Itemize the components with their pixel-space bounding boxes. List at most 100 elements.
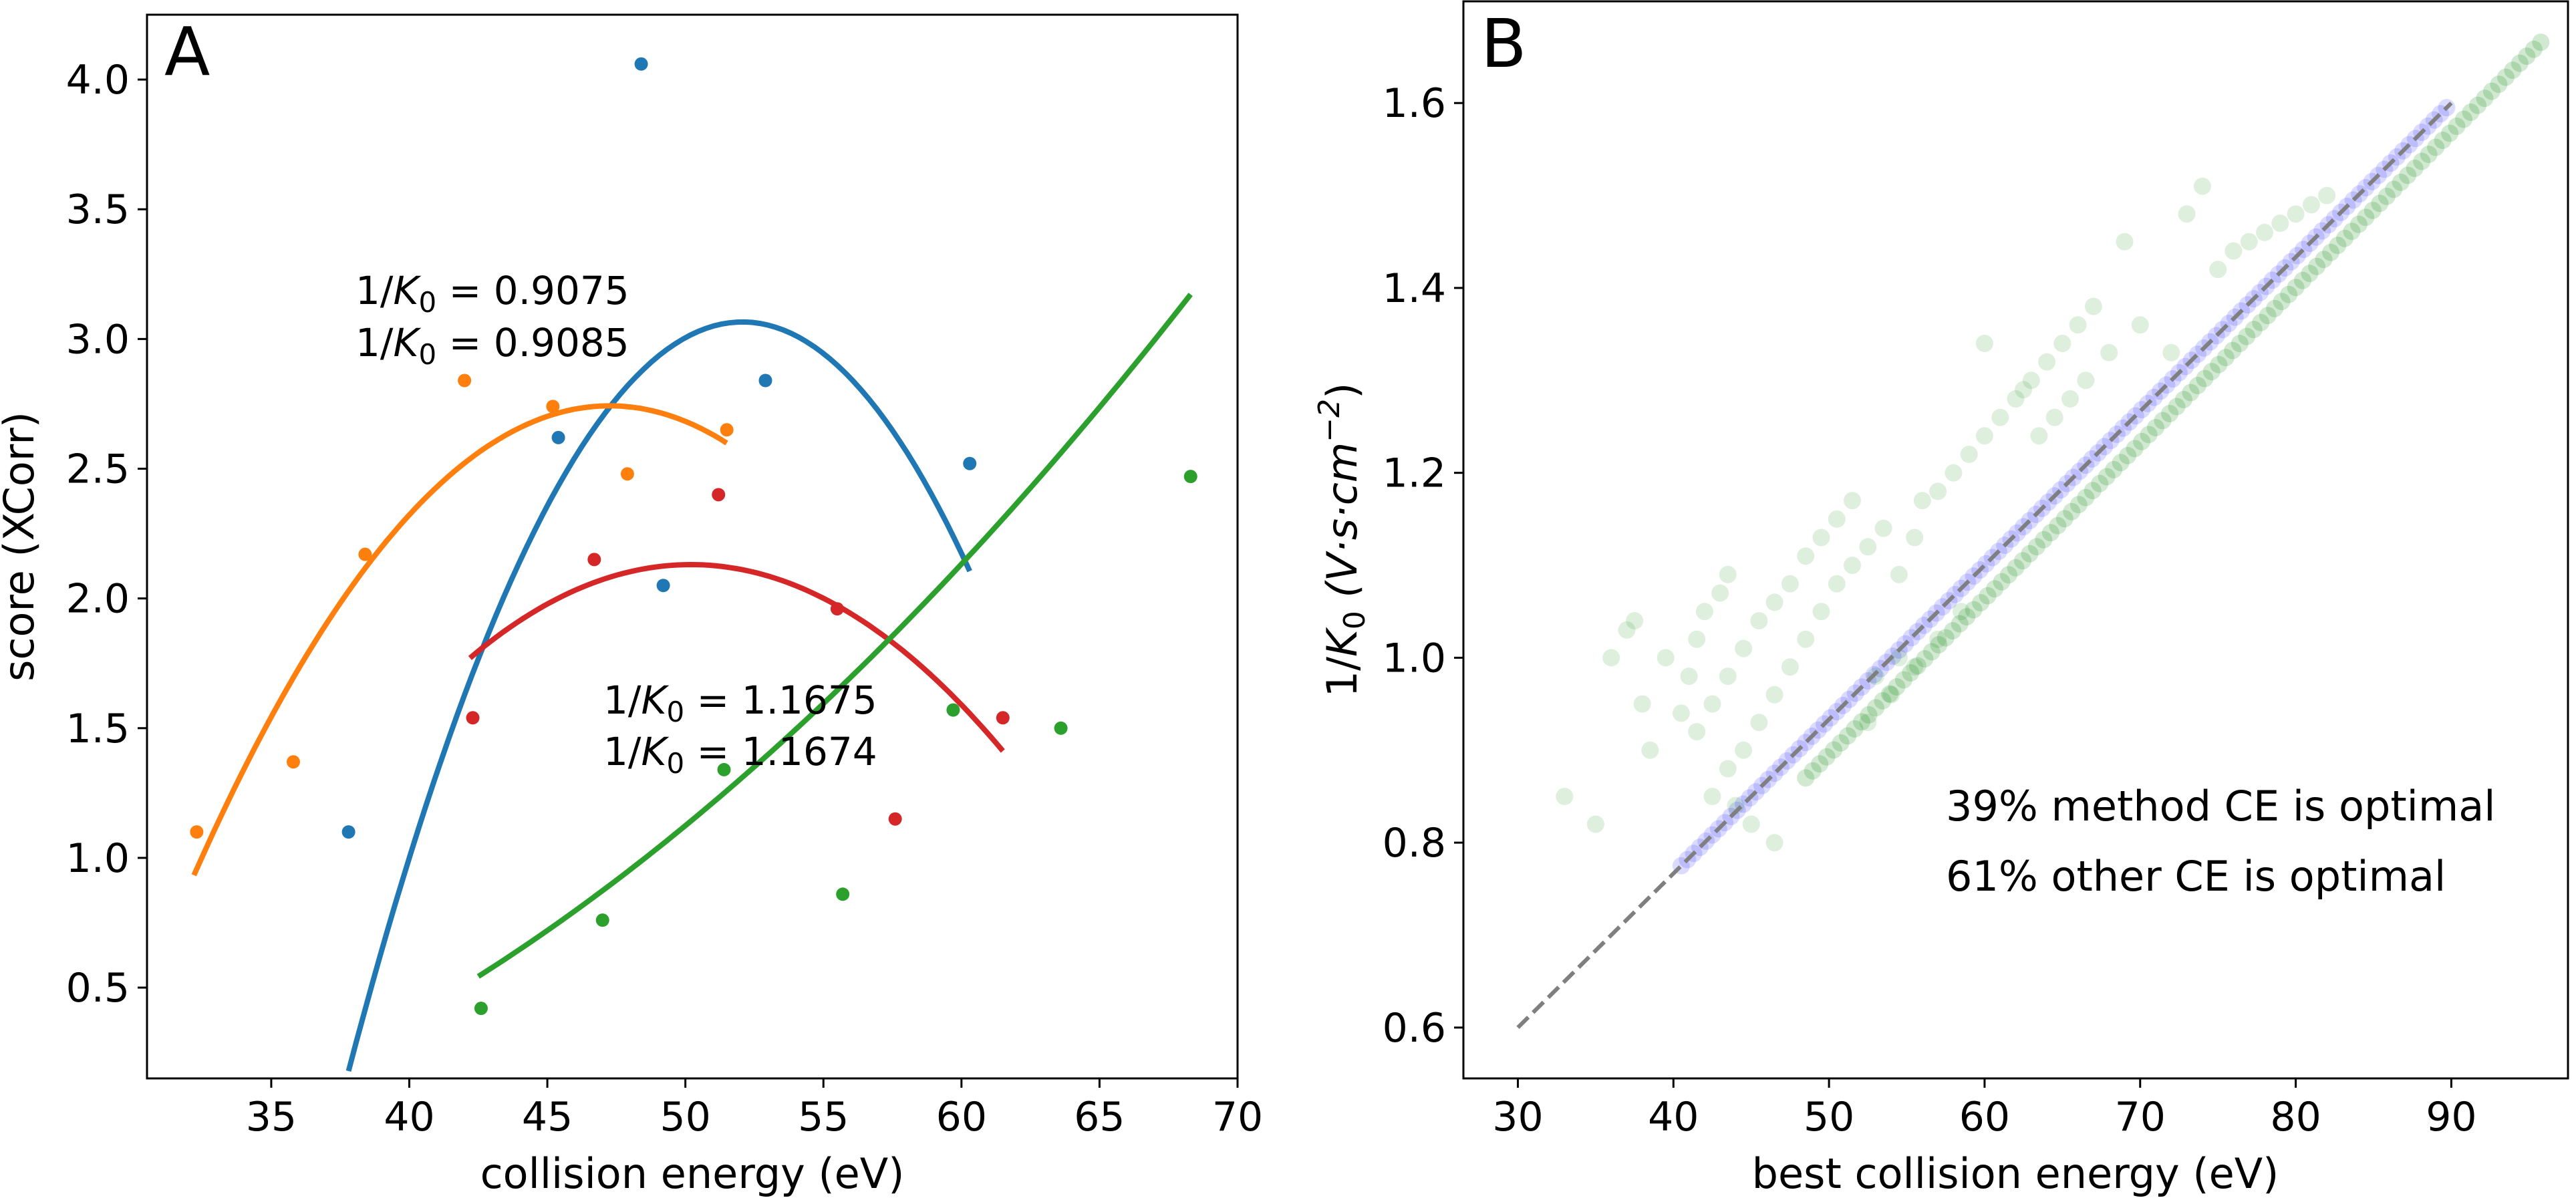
other-ce-point-100 [2496, 68, 2515, 86]
other-ce-scatter-53 [2030, 427, 2048, 445]
other-ce-scatter-46 [2022, 371, 2040, 390]
other-ce-scatter-76 [1765, 834, 1783, 852]
other-ce-point-64 [2245, 321, 2263, 339]
panel-a-x-tick-label: 35 [246, 1094, 297, 1141]
point-orange-5 [620, 467, 634, 481]
point-blue-2 [634, 57, 648, 71]
panel-a-y-ticks: 0.5 1.0 1.5 2.0 2.5 3.0 3.5 4.0 [66, 57, 147, 1012]
other-ce-point-101 [2504, 61, 2522, 80]
panel-a-plot-frame [146, 13, 1239, 1080]
other-ce-point-17 [1916, 650, 1934, 667]
point-green-1 [595, 913, 609, 927]
other-ce-point-103 [2518, 47, 2536, 65]
other-ce-point-31 [2014, 552, 2031, 570]
other-ce-scatter-5 [1633, 695, 1651, 713]
point-blue-3 [656, 579, 670, 593]
other-ce-scatter-65 [2287, 205, 2305, 223]
other-ce-scatter-35 [1844, 557, 1861, 575]
other-ce-point-38 [2063, 502, 2081, 520]
other-ce-point-2 [1811, 755, 1829, 773]
other-ce-point-13 [1888, 678, 1906, 696]
panel-a-x-tick-label: 65 [1074, 1094, 1125, 1141]
other-ce-point-57 [2196, 369, 2214, 388]
other-ce-point-22 [1951, 615, 1969, 633]
series-red-label: 1/K0 = 1.1675 [603, 678, 877, 728]
other-ce-point-79 [2349, 215, 2368, 233]
series-blue-label: 1/K0 = 0.9075 [355, 268, 629, 319]
point-green-5 [1054, 721, 1068, 735]
other-ce-scatter-80 [1890, 649, 1908, 667]
other-ce-scatter-68 [2240, 233, 2258, 251]
other-ce-point-60 [2216, 349, 2235, 367]
other-ce-point-11 [1874, 692, 1892, 710]
other-ce-scatter-50 [2084, 297, 2102, 315]
point-orange-6 [720, 423, 734, 437]
other-ce-point-43 [2098, 468, 2116, 486]
other-ce-scatter-45 [2007, 390, 2025, 408]
point-red-3 [830, 602, 844, 616]
panel-b-x-tick-label: 90 [2426, 1094, 2476, 1141]
other-ce-scatter-36 [1859, 538, 1877, 556]
other-ce-point-32 [2021, 545, 2039, 563]
fit-curve-green [476, 293, 1193, 979]
other-ce-scatter-48 [2053, 335, 2071, 352]
panel-b-band-points [1672, 33, 2550, 875]
other-ce-scatter-73 [1906, 658, 1924, 676]
panel-b-x-tick-label: 30 [1492, 1094, 1543, 1141]
other-ce-scatter-9 [1680, 667, 1698, 686]
panel-b-letter: B [1481, 5, 1527, 83]
panel-b-plot-frame [1462, 0, 2569, 1080]
other-ce-point-68 [2273, 293, 2291, 311]
other-ce-point-48 [2133, 432, 2151, 450]
panel-a-x-tick-label: 60 [936, 1094, 987, 1141]
panel-b-y-tick-label: 1.2 [1383, 450, 1446, 497]
other-ce-point-93 [2448, 118, 2466, 135]
point-green-4 [946, 703, 960, 717]
fit-curve-red [468, 561, 1005, 753]
other-ce-point-21 [1944, 622, 1962, 640]
other-ce-point-37 [2055, 510, 2073, 528]
point-orange-1 [286, 755, 300, 769]
other-ce-point-49 [2140, 426, 2158, 444]
other-ce-point-40 [2077, 488, 2095, 506]
panel-b-x-axis-label: best collision energy (eV) [1752, 1149, 2279, 1198]
point-green-0 [474, 1002, 488, 1016]
other-ce-scatter-54 [2045, 408, 2063, 426]
other-ce-point-90 [2427, 138, 2445, 156]
point-red-0 [466, 711, 480, 725]
panel-b-y-tick-label: 0.8 [1383, 820, 1446, 867]
other-ce-scatter-6 [1641, 741, 1659, 759]
other-ce-point-62 [2231, 335, 2249, 353]
other-ce-scatter-58 [2116, 233, 2134, 251]
other-ce-scatter-28 [1797, 547, 1815, 565]
other-ce-point-35 [2041, 524, 2059, 542]
panel-a-y-tick-label: 1.5 [66, 706, 130, 752]
other-ce-point-96 [2469, 96, 2486, 114]
other-ce-point-27 [1986, 580, 2004, 598]
other-ce-point-81 [2364, 201, 2382, 219]
point-green-6 [1183, 470, 1197, 484]
other-ce-point-25 [1972, 594, 1990, 612]
other-ce-scatter-74 [1882, 686, 1900, 704]
other-ce-scatter-59 [2131, 316, 2149, 334]
other-ce-point-72 [2301, 265, 2319, 283]
other-ce-scatter-44 [1991, 408, 2009, 426]
other-ce-scatter-27 [1781, 575, 1799, 593]
panel-b-x-tick-label: 40 [1648, 1094, 1699, 1141]
other-ce-point-73 [2308, 257, 2325, 275]
other-ce-scatter-20 [1703, 788, 1721, 805]
other-ce-point-30 [2007, 559, 2025, 577]
other-ce-point-51 [2154, 412, 2172, 430]
point-blue-5 [963, 456, 977, 470]
other-ce-point-20 [1937, 629, 1955, 647]
other-ce-point-8 [1853, 713, 1870, 731]
other-ce-point-85 [2392, 173, 2410, 191]
panel-a-y-tick-label: 4.0 [66, 57, 130, 104]
other-ce-point-42 [2091, 474, 2109, 492]
other-ce-scatter-71 [1953, 603, 1970, 621]
series-orange-label: 1/K0 = 0.9085 [355, 320, 629, 371]
other-ce-scatter-66 [2318, 186, 2336, 204]
other-ce-point-61 [2224, 341, 2242, 359]
panel-a-y-tick-label: 2.5 [66, 446, 130, 493]
other-ce-point-97 [2476, 90, 2494, 108]
